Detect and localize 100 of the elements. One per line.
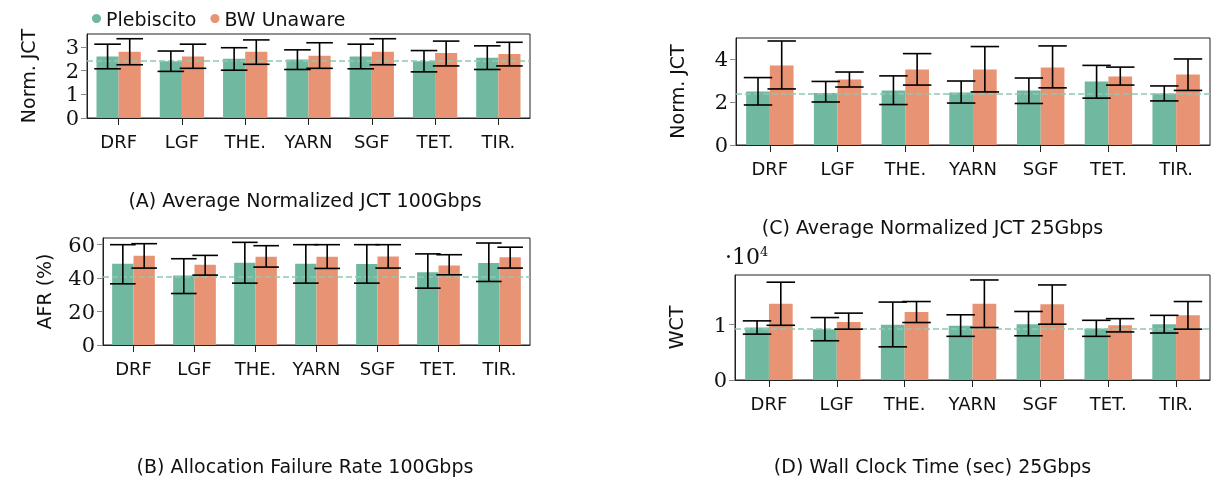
text: (C) Average Normalized JCT 25Gbps xyxy=(761,215,1104,238)
bar xyxy=(412,61,436,118)
x-tick-label: THE. xyxy=(223,130,267,152)
bar xyxy=(1152,93,1177,145)
bar xyxy=(96,56,119,118)
bar xyxy=(435,52,458,118)
bar xyxy=(836,321,861,380)
bar xyxy=(478,263,500,345)
x-tick-label: DRF xyxy=(750,392,788,414)
x-tick-label: LGF xyxy=(164,130,200,152)
bar xyxy=(356,263,378,345)
bar xyxy=(255,256,277,345)
y-tick-label: 40 xyxy=(68,266,95,291)
bar xyxy=(223,58,246,118)
x-tick-label: SGF xyxy=(1022,157,1059,179)
bar xyxy=(308,55,331,118)
x-tick-label: DRF xyxy=(115,357,152,379)
x-tick-label: DRF xyxy=(100,130,138,152)
y-axis-title: WCT xyxy=(664,305,687,350)
text: (B) Allocation Failure Rate 100Gbps xyxy=(136,454,474,477)
x-tick-label: TIR. xyxy=(1158,157,1194,179)
x-tick-label: YARN xyxy=(948,157,997,179)
y-tick-label: 0 xyxy=(714,133,728,157)
x-tick-label: TET. xyxy=(1088,157,1127,179)
y-tick-label: 2 xyxy=(714,90,728,115)
bar xyxy=(173,275,195,345)
y-axis-title: AFR (%) xyxy=(32,253,55,330)
x-tick-label: SGF xyxy=(1022,392,1059,414)
x-tick-label: TET. xyxy=(419,357,457,379)
bar xyxy=(973,69,997,145)
y-tick-label: 2 xyxy=(65,58,79,83)
y-tick-label: 0 xyxy=(713,368,727,392)
bar xyxy=(438,265,460,345)
x-tick-label: SGF xyxy=(353,130,390,152)
bar xyxy=(159,61,182,118)
bar xyxy=(286,59,309,118)
y-tick-label: 3 xyxy=(65,35,79,60)
bar xyxy=(499,257,521,345)
bar xyxy=(1084,81,1109,145)
text: (D) Wall Clock Time (sec) 25Gbps xyxy=(773,454,1092,477)
bar xyxy=(245,51,268,118)
bar xyxy=(1176,315,1200,380)
bar xyxy=(417,272,439,345)
bar xyxy=(498,54,521,118)
bar xyxy=(745,327,769,380)
bar xyxy=(1108,76,1133,145)
x-tick-label: YARN xyxy=(291,357,341,379)
y-tick-label: 1 xyxy=(65,82,79,107)
bar xyxy=(948,325,973,380)
x-tick-label: SGF xyxy=(359,357,396,379)
x-tick-label: THE. xyxy=(233,357,277,379)
bar xyxy=(813,329,837,380)
y-tick-label: 4 xyxy=(714,47,728,72)
legend-label: BW Unaware xyxy=(224,7,346,30)
bar xyxy=(118,51,141,118)
bar xyxy=(1040,67,1065,145)
y-tick-label: 1 xyxy=(713,312,727,337)
y-axis-title: Norm. JCT xyxy=(16,28,39,124)
bar xyxy=(949,92,973,145)
bar xyxy=(837,79,862,145)
x-tick-label: THE. xyxy=(883,157,927,179)
x-tick-label: YARN xyxy=(283,130,333,152)
x-tick-label: LGF xyxy=(177,357,212,379)
x-tick-label: TIR. xyxy=(480,130,516,152)
x-tick-label: DRF xyxy=(751,157,789,179)
y-tick-label: 20 xyxy=(68,299,95,324)
y-tick-label: 60 xyxy=(68,232,95,257)
x-tick-label: TIR. xyxy=(481,357,517,379)
bar xyxy=(133,255,155,345)
bar xyxy=(112,263,134,345)
text: (A) Average Normalized JCT 100Gbps xyxy=(128,188,482,211)
legend-label: Plebiscito xyxy=(106,7,197,30)
bar xyxy=(904,312,929,380)
bar xyxy=(234,262,256,345)
y-axis-title: Norm. JCT xyxy=(665,43,688,139)
x-tick-label: LGF xyxy=(819,392,854,414)
x-tick-label: LGF xyxy=(820,157,855,179)
x-tick-label: YARN xyxy=(947,392,997,414)
bar xyxy=(371,51,394,118)
y-tick-label: 0 xyxy=(81,333,95,357)
bar xyxy=(881,90,906,145)
x-tick-label: TIR. xyxy=(1158,392,1194,414)
bar xyxy=(316,256,338,345)
bar xyxy=(1016,324,1041,380)
bar xyxy=(295,263,317,345)
bar xyxy=(1040,304,1065,380)
bar xyxy=(181,56,205,118)
y-tick-label: 0 xyxy=(65,106,79,130)
bar xyxy=(972,303,997,380)
bar xyxy=(813,93,838,145)
bar xyxy=(1152,324,1177,380)
x-tick-label: THE. xyxy=(882,392,926,414)
bar xyxy=(194,264,216,345)
bar xyxy=(1084,328,1109,380)
bar xyxy=(769,65,794,145)
x-tick-label: TET. xyxy=(415,130,454,152)
x-tick-label: TET. xyxy=(1088,392,1127,414)
bar xyxy=(768,303,793,380)
bar xyxy=(377,256,399,345)
bar xyxy=(905,69,929,145)
